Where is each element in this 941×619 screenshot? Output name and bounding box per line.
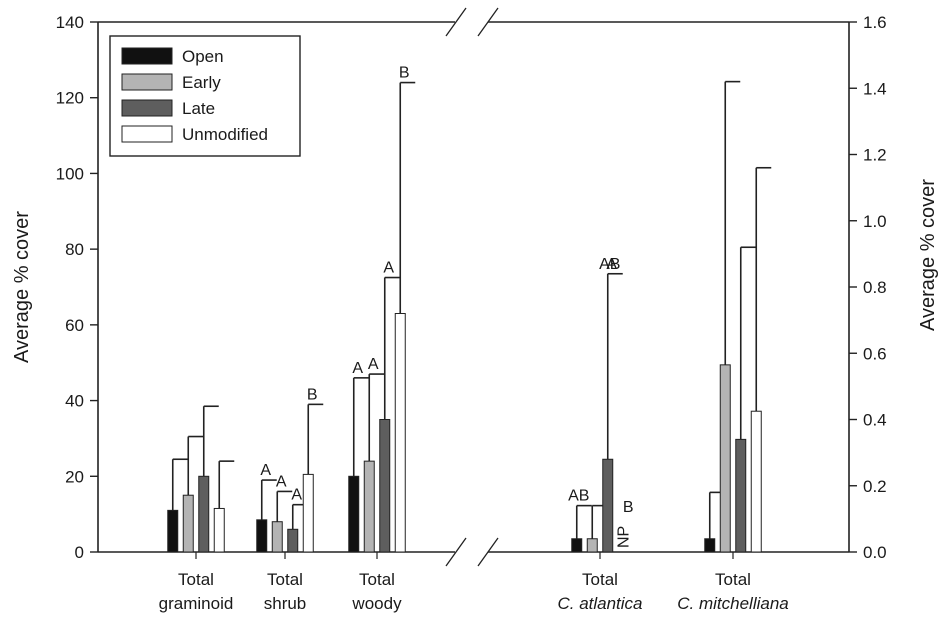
significance-letter: AB [568, 488, 589, 505]
significance-letter: A [260, 462, 271, 479]
right-tick-label: 1.4 [863, 79, 887, 98]
legend-swatch [121, 73, 173, 91]
significance-letter: AB [599, 256, 620, 273]
right-tick-label: 1.6 [863, 13, 887, 32]
legend-swatch [121, 125, 173, 143]
bar [735, 438, 747, 553]
bar [256, 519, 268, 553]
bar [379, 419, 391, 553]
significance-letter: A [606, 256, 617, 273]
axis-break-mark-bottom-1 [445, 537, 467, 567]
left-tick-label: 60 [65, 316, 84, 335]
axes-layer: 0 20 40 60 80 100 120 140 0.0 0.2 0.4 0.6 0.8 1.0 1.2 1… [56, 7, 887, 567]
category-label-line2: C. mitchelliana [677, 594, 789, 613]
bar [363, 460, 375, 553]
significance-letter: B [623, 499, 634, 516]
right-tick-label: 0.8 [863, 278, 887, 297]
not-present-label: NP [615, 526, 632, 548]
legend-label: Late [182, 99, 215, 118]
category-label-line2: woody [351, 594, 402, 613]
bar [182, 494, 194, 553]
bar [167, 509, 179, 553]
significance-letter: B [399, 65, 410, 82]
left-tick-label: 100 [56, 164, 84, 183]
axis-break-mark-top-2 [477, 7, 499, 37]
bar [719, 364, 731, 553]
bar [198, 475, 210, 553]
legend-swatch [121, 47, 173, 65]
left-tick-label: 80 [65, 240, 84, 259]
left-tick-label: 40 [65, 392, 84, 411]
left-tick-label: 140 [56, 13, 84, 32]
right-tick-label: 0.4 [863, 411, 887, 430]
category-label-line1: Total [178, 570, 214, 589]
right-tick-label: 0.0 [863, 543, 887, 562]
bar [213, 507, 225, 553]
axis-break-mark-top-1 [445, 7, 467, 37]
left-tick-label: 20 [65, 467, 84, 486]
category-label-line1: Total [715, 570, 751, 589]
y-axis-title-left: Average % cover [11, 211, 33, 363]
category-label-line2: shrub [264, 594, 307, 613]
bar [302, 473, 314, 553]
bars-layer [167, 80, 772, 553]
bar [394, 313, 406, 553]
legend: Open Early Late Unmodified [109, 35, 301, 157]
category-label-line2: graminoid [159, 594, 234, 613]
bar [704, 538, 716, 553]
left-tick-label: 0 [75, 543, 84, 562]
axis-break-mark-bottom-2 [477, 537, 499, 567]
significance-letter: A [291, 487, 302, 504]
right-tick-label: 1.0 [863, 212, 887, 231]
right-tick-label: 0.2 [863, 477, 887, 496]
bar [571, 538, 583, 553]
category-label-line1: Total [582, 570, 618, 589]
bar [586, 538, 598, 553]
bar [602, 458, 614, 553]
significance-letter: B [307, 386, 318, 403]
right-tick-label: 1.2 [863, 146, 887, 165]
bar [287, 528, 299, 553]
significance-letter: A [368, 356, 379, 373]
right-tick-label: 0.6 [863, 344, 887, 363]
left-tick-label: 120 [56, 89, 84, 108]
legend-swatch [121, 99, 173, 117]
significance-letter: A [383, 260, 394, 277]
category-label-line1: Total [267, 570, 303, 589]
legend-label: Unmodified [182, 125, 268, 144]
category-label-line1: Total [359, 570, 395, 589]
y-axis-title-right: Average % cover [917, 179, 939, 331]
bar [271, 521, 283, 553]
significance-letter: A [276, 473, 287, 490]
legend-label: Early [182, 73, 221, 92]
category-label-line2: C. atlantica [557, 594, 642, 613]
bar [750, 410, 762, 553]
legend-label: Open [182, 47, 224, 66]
significance-letter: A [352, 360, 363, 377]
bar [348, 475, 360, 553]
